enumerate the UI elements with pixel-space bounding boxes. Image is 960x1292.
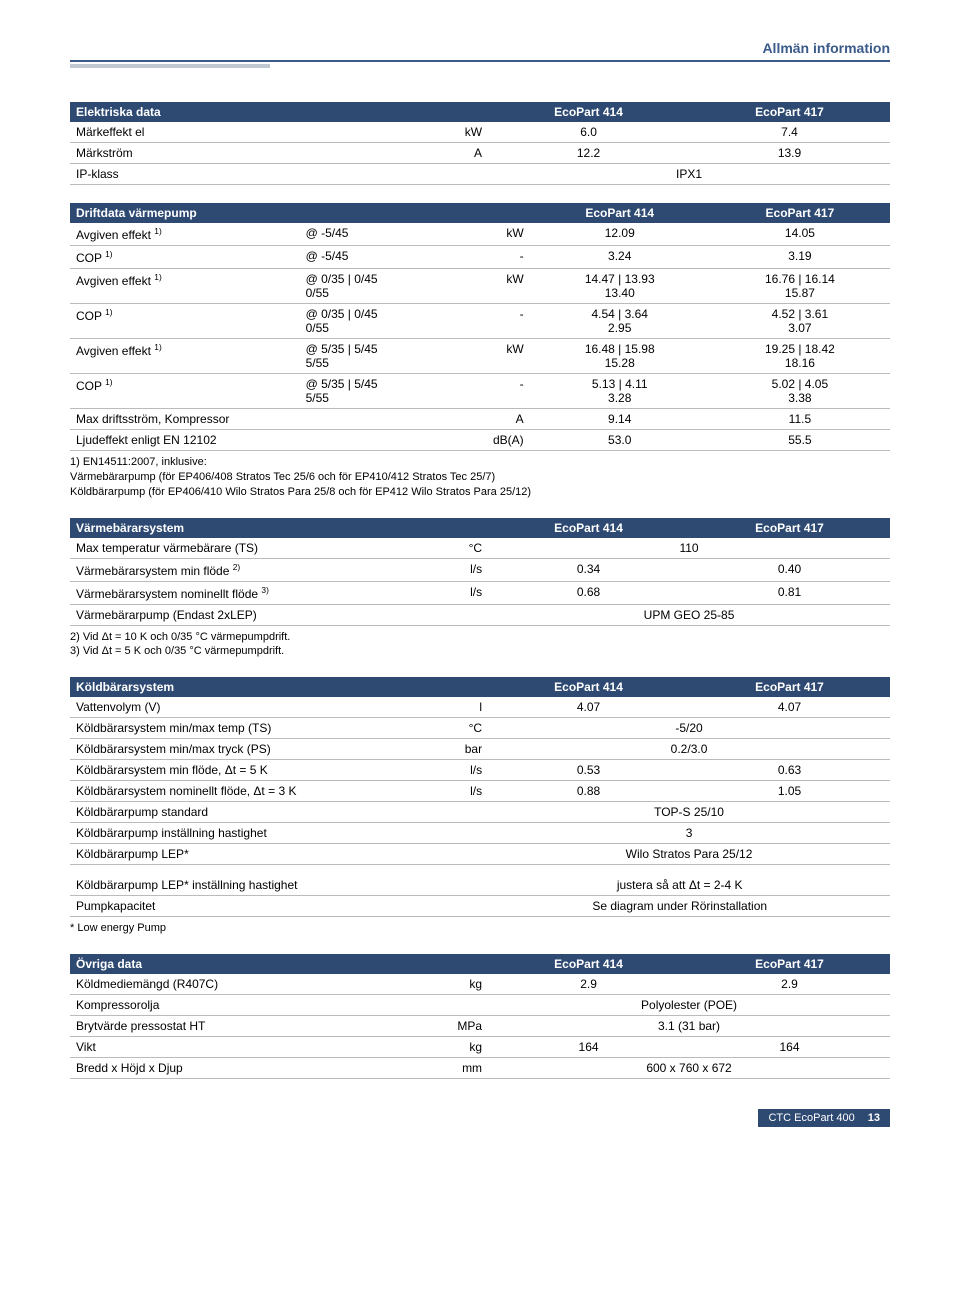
- table-row: Viktkg164164: [70, 1037, 890, 1058]
- table-row: Värmebärarpump (Endast 2xLEP)UPM GEO 25-…: [70, 604, 890, 625]
- table-row: COP 1)@ -5/45-3.243.19: [70, 246, 890, 269]
- th-c1: EcoPart 414: [488, 518, 689, 538]
- table-row: Max driftsström, KompressorA9.1411.5: [70, 409, 890, 430]
- table-kold2: Köldbärarpump LEP* inställning hastighet…: [70, 875, 890, 917]
- table-row: COP 1)@ 5/35 | 5/45 5/55-5.13 | 4.11 3.2…: [70, 374, 890, 409]
- table-varme: Värmebärarsystem EcoPart 414 EcoPart 417…: [70, 518, 890, 626]
- table-row: IP-klassIPX1: [70, 164, 890, 185]
- th-c2: EcoPart 417: [689, 518, 890, 538]
- table-row: Köldbärarsystem min/max temp (TS)°C-5/20: [70, 718, 890, 739]
- table-kold: Köldbärarsystem EcoPart 414 EcoPart 417 …: [70, 677, 890, 865]
- th-title: Elektriska data: [70, 102, 488, 122]
- th-c1: EcoPart 414: [488, 954, 689, 974]
- table-row: Köldbärarpump LEP* inställning hastighet…: [70, 875, 890, 896]
- table-row: Värmebärarsystem nominellt flöde 3)l/s0.…: [70, 581, 890, 604]
- table-row: Max temperatur värmebärare (TS)°C110: [70, 538, 890, 559]
- table-row: KompressoroljaPolyolester (POE): [70, 995, 890, 1016]
- table-row: Brytvärde pressostat HTMPa3.1 (31 bar): [70, 1016, 890, 1037]
- table-row: Köldbärarpump LEP*Wilo Stratos Para 25/1…: [70, 844, 890, 865]
- table-row: COP 1)@ 0/35 | 0/45 0/55-4.54 | 3.64 2.9…: [70, 304, 890, 339]
- table-row: Avgiven effekt 1)@ 5/35 | 5/45 5/55kW16.…: [70, 339, 890, 374]
- table-row: Avgiven effekt 1)@ 0/35 | 0/45 0/55kW14.…: [70, 269, 890, 304]
- table-row: Köldbärarpump inställning hastighet3: [70, 823, 890, 844]
- th-c1: EcoPart 414: [488, 102, 689, 122]
- table-row: Värmebärarsystem min flöde 2)l/s0.340.40: [70, 558, 890, 581]
- table-row: Köldbärarsystem nominellt flöde, Δt = 3 …: [70, 781, 890, 802]
- table-row: Märkeffekt elkW6.07.4: [70, 122, 890, 143]
- table-electrical: Elektriska data EcoPart 414 EcoPart 417 …: [70, 102, 890, 185]
- th-c1: EcoPart 414: [530, 203, 710, 223]
- th-title: Övriga data: [70, 954, 488, 974]
- table-row: Köldbärarsystem min/max tryck (PS)bar0.2…: [70, 739, 890, 760]
- varme-footnote: 2) Vid Δt = 10 K och 0/35 °C värmepumpdr…: [70, 630, 890, 660]
- footer-page: 13: [868, 1112, 880, 1124]
- table-row: Köldbärarsystem min flöde, Δt = 5 Kl/s0.…: [70, 760, 890, 781]
- th-title: Köldbärarsystem: [70, 677, 488, 697]
- table-row: Avgiven effekt 1)@ -5/45kW12.0914.05: [70, 223, 890, 246]
- drift-footnote: 1) EN14511:2007, inklusive: Värmebärarpu…: [70, 455, 890, 500]
- table-row: Bredd x Höjd x Djupmm600 x 760 x 672: [70, 1058, 890, 1079]
- table-row: MärkströmA12.213.9: [70, 143, 890, 164]
- table-row: Ljudeffekt enligt EN 12102dB(A)53.055.5: [70, 430, 890, 451]
- th-c2: EcoPart 417: [689, 102, 890, 122]
- footer-doc: CTC EcoPart 400: [768, 1112, 854, 1124]
- th-c1: EcoPart 414: [488, 677, 689, 697]
- table-row: PumpkapacitetSe diagram under Rörinstall…: [70, 896, 890, 917]
- table-ovriga: Övriga data EcoPart 414 EcoPart 417 Köld…: [70, 954, 890, 1079]
- th-c2: EcoPart 417: [689, 954, 890, 974]
- table-row: Köldbärarpump standardTOP-S 25/10: [70, 802, 890, 823]
- page-footer: CTC EcoPart 400 13: [70, 1109, 890, 1127]
- th-c2: EcoPart 417: [710, 203, 890, 223]
- th-title: Värmebärarsystem: [70, 518, 488, 538]
- table-row: Köldmediemängd (R407C)kg2.92.9: [70, 974, 890, 995]
- section-header: Allmän information: [70, 40, 890, 62]
- kold-footnote: * Low energy Pump: [70, 921, 890, 936]
- table-row: Vattenvolym (V)l4.074.07: [70, 697, 890, 718]
- table-drift: Driftdata värmepump EcoPart 414 EcoPart …: [70, 203, 890, 451]
- th-title: Driftdata värmepump: [70, 203, 530, 223]
- th-c2: EcoPart 417: [689, 677, 890, 697]
